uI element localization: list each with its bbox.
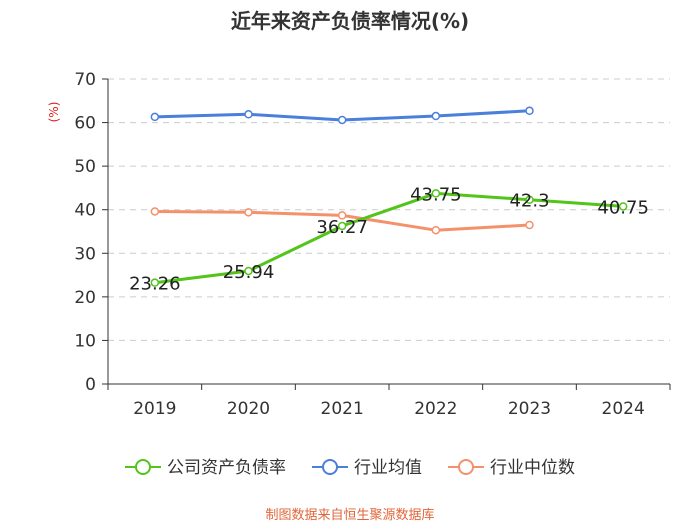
data-point-0-5: [618, 202, 628, 211]
data-point-0-0: [150, 278, 160, 287]
data-point-2-4: [525, 220, 534, 230]
x-tick-label-2021: 2021: [321, 399, 364, 419]
data-point-0-1: [244, 266, 253, 276]
data-point-1-4: [525, 106, 534, 116]
x-tick-label-2019: 2019: [133, 399, 176, 419]
y-tick-label-0: 0: [85, 375, 96, 395]
data-point-1-1: [244, 110, 253, 119]
legend-item-2: 行业中位数: [448, 458, 575, 478]
series-lines: [150, 106, 628, 287]
x-tick-label-2020: 2020: [227, 399, 270, 419]
y-axis-label: (%): [47, 102, 61, 123]
axes: 0 10 20 30 40 50 60 70 2019 2020 2021 2022 2023 2024: [74, 70, 671, 419]
data-point-1-3: [431, 111, 441, 121]
legend-marker-0: [135, 459, 151, 475]
x-tick-label-2024: 2024: [602, 399, 645, 419]
data-point-2-2: [337, 211, 347, 220]
y-tick-label-30: 30: [74, 244, 96, 264]
y-tick-label-70: 70: [74, 70, 96, 90]
data-point-0-4: [525, 195, 534, 204]
y-tick-label-20: 20: [74, 288, 96, 308]
x-tick-label-2022: 2022: [414, 399, 457, 419]
legend-marker-1: [322, 459, 338, 475]
data-label-1: 25.94: [223, 262, 275, 283]
data-label-4: 42.3: [509, 191, 549, 212]
data-label-0: 23.26: [129, 274, 181, 295]
data-point-1-2: [337, 115, 347, 125]
legend-marker-2: [458, 459, 474, 475]
data-point-2-0: [150, 207, 160, 216]
data-point-0-3: [431, 189, 441, 198]
data-label-3: 43.75: [410, 184, 462, 205]
y-tick-label-60: 60: [74, 114, 96, 134]
legend-label-2: 行业中位数: [490, 458, 575, 478]
legend-label-1: 行业均值: [354, 458, 422, 478]
data-label-2: 36.27: [316, 217, 368, 238]
y-tick-label-10: 10: [74, 331, 96, 351]
data-label-5: 40.75: [597, 197, 649, 218]
y-tick-label-50: 50: [74, 157, 96, 177]
data-point-2-1: [244, 208, 253, 217]
legend: 公司资产负债率 行业均值 行业中位数: [125, 458, 575, 478]
x-tick-label-2023: 2023: [508, 399, 551, 419]
source-note: 制图数据来自恒生聚源数据库: [265, 507, 434, 523]
y-tick-label-40: 40: [74, 201, 96, 221]
legend-item-0: 公司资产负债率: [125, 458, 286, 478]
legend-item-1: 行业均值: [312, 458, 422, 478]
data-labels: 23.26 25.94 36.27 43.75 42.3 40.75: [129, 184, 649, 294]
legend-label-0: 公司资产负债率: [167, 458, 286, 478]
data-point-2-3: [431, 225, 441, 235]
chart-title: 近年来资产负债率情况(%): [231, 9, 469, 33]
series-line-0: [154, 191, 624, 285]
data-point-1-0: [150, 112, 160, 122]
data-point-0-2: [337, 221, 347, 231]
